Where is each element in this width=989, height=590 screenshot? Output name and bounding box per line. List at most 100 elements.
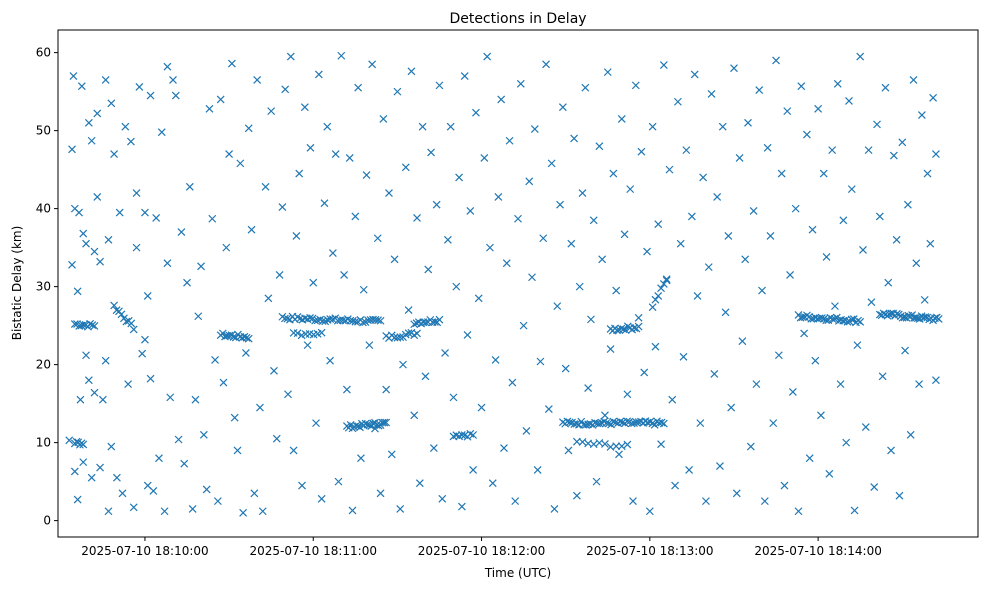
data-point <box>472 108 480 117</box>
data-point <box>602 419 611 427</box>
data-point <box>547 159 556 168</box>
data-point <box>452 282 461 291</box>
data-point <box>704 263 713 272</box>
data-point <box>374 316 382 325</box>
data-point <box>293 329 302 338</box>
data-point <box>399 360 407 369</box>
data-point <box>233 446 242 455</box>
data-point <box>227 59 236 68</box>
data-point <box>651 342 660 351</box>
data-point <box>289 446 298 455</box>
data-point <box>630 419 638 428</box>
data-point <box>93 192 102 201</box>
data-point <box>79 321 88 329</box>
data-point <box>359 318 367 327</box>
data-point <box>76 395 85 404</box>
data-point <box>117 310 126 319</box>
data-point <box>581 83 590 92</box>
data-point <box>626 185 635 194</box>
data-point <box>146 91 155 100</box>
data-point <box>878 372 887 381</box>
data-point <box>611 418 620 427</box>
data-point <box>84 118 93 127</box>
data-point <box>676 239 685 248</box>
data-point <box>477 403 486 412</box>
data-point <box>819 169 828 178</box>
data-point <box>687 212 696 221</box>
data-point <box>202 485 211 494</box>
data-point <box>619 325 628 334</box>
data-point <box>488 479 497 488</box>
data-point <box>637 147 646 156</box>
data-point <box>926 239 935 248</box>
data-point <box>629 497 637 506</box>
data-point <box>270 366 278 375</box>
data-point <box>853 341 862 350</box>
data-point <box>643 247 651 256</box>
data-point <box>429 444 438 453</box>
data-point <box>104 507 113 516</box>
data-point <box>623 390 632 399</box>
data-point <box>640 368 649 377</box>
data-point <box>328 249 337 258</box>
data-point <box>830 314 839 323</box>
data-point <box>124 380 133 389</box>
data-point <box>746 442 755 451</box>
x-tick-label: 2025-07-10 18:14:00 <box>754 544 881 558</box>
data-point <box>544 405 553 414</box>
data-point <box>351 212 360 221</box>
data-point <box>718 122 727 131</box>
data-point <box>516 79 525 88</box>
data-point <box>404 306 413 314</box>
data-point <box>229 332 238 341</box>
data-point <box>788 387 797 396</box>
data-point <box>893 309 901 318</box>
data-point <box>438 494 447 503</box>
data-point <box>932 150 940 158</box>
data-point <box>923 169 932 178</box>
data-point <box>180 459 189 468</box>
data-point <box>446 122 455 131</box>
data-point <box>864 146 873 155</box>
data-point <box>373 234 382 243</box>
data-point <box>919 313 928 322</box>
data-point <box>337 51 346 60</box>
data-point <box>657 440 665 449</box>
data-point <box>665 165 674 174</box>
data-point <box>898 138 907 147</box>
data-point <box>497 95 506 104</box>
data-point <box>502 259 511 268</box>
data-point <box>115 208 124 217</box>
data-point <box>77 82 86 91</box>
x-axis-label: Time (UTC) <box>484 566 551 580</box>
data-point <box>917 111 926 119</box>
data-point <box>427 148 435 157</box>
data-point <box>219 378 228 387</box>
data-point <box>817 411 825 420</box>
data-point <box>146 374 155 383</box>
data-point <box>494 192 503 201</box>
data-point <box>716 462 724 470</box>
data-point <box>376 489 385 498</box>
data-point <box>564 446 573 455</box>
data-point <box>856 317 865 326</box>
y-tick-label: 50 <box>36 124 51 138</box>
y-tick-label: 30 <box>36 280 51 294</box>
data-point <box>892 235 901 244</box>
data-point <box>323 122 332 131</box>
data-point <box>84 376 93 385</box>
data-point <box>163 62 172 71</box>
data-point <box>659 419 668 428</box>
data-point <box>213 497 222 506</box>
data-point <box>163 259 172 268</box>
data-point <box>657 284 665 293</box>
data-point <box>511 497 520 506</box>
data-point <box>309 278 318 287</box>
data-point <box>382 385 391 394</box>
data-point <box>798 313 807 322</box>
data-point <box>169 75 177 84</box>
data-point <box>138 349 147 358</box>
data-point <box>283 314 292 323</box>
data-point <box>920 295 929 304</box>
